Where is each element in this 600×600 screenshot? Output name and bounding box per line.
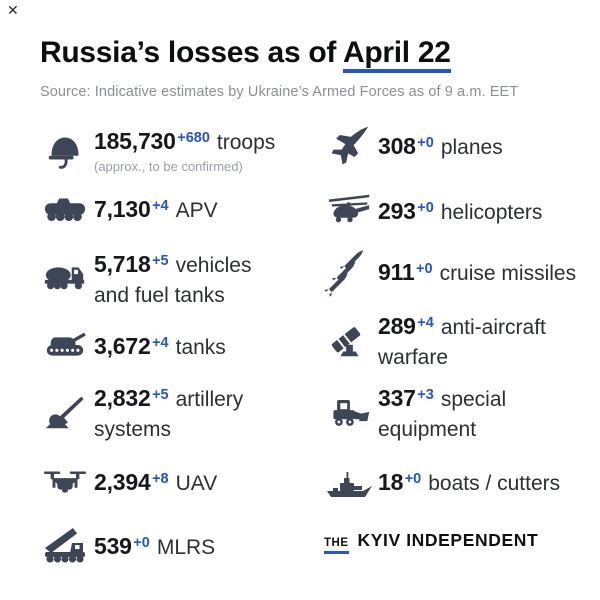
stat-delta: +0	[404, 471, 422, 487]
stat-delta: +0	[417, 200, 434, 216]
stat-label: UAV	[175, 472, 218, 495]
stat-value: 308	[378, 133, 416, 159]
stat-row-boats: 18 +0 boats / cutters	[320, 468, 560, 500]
title-text: Russia’s losses as of	[40, 36, 343, 69]
stat-row-cruise-missiles: 911 +0 cruise missiles	[320, 250, 577, 297]
fuel-truck-icon	[36, 263, 94, 291]
stat-delta: +5	[152, 387, 169, 403]
stat-label: anti-aircraft warfare	[378, 316, 546, 369]
stat-value: 2,832	[94, 385, 151, 411]
artillery-icon	[36, 396, 94, 429]
tank-icon	[36, 332, 94, 360]
stat-label: MLRS	[156, 536, 216, 559]
stat-value: 185,730	[94, 128, 176, 154]
apv-icon	[36, 195, 94, 223]
page-title: Russia’s losses as of April 22	[40, 36, 451, 73]
logo-the-text: THE	[324, 537, 349, 554]
stat-delta: +0	[417, 135, 434, 151]
stat-row-tanks: 3,672 +4 tanks	[36, 332, 226, 364]
cruise-missiles-icon	[320, 250, 378, 297]
close-icon[interactable]: ✕	[7, 2, 19, 18]
stat-label: planes	[440, 136, 503, 159]
stat-row-planes: 308 +0 planes	[320, 126, 503, 165]
anti-aircraft-icon	[320, 325, 378, 357]
stat-delta: +4	[152, 198, 169, 214]
stat-delta: +680	[177, 130, 210, 146]
stat-value: 2,394	[94, 469, 151, 495]
helicopter-icon	[320, 194, 378, 225]
stat-label: vehicles and fuel tanks	[94, 254, 252, 307]
title-date-underlined: April 22	[343, 36, 451, 73]
stat-row-troops: 185,730 +680 troops (approx., to be confir…	[36, 127, 275, 175]
stat-delta: +5	[152, 253, 169, 269]
stat-value: 911	[378, 259, 415, 285]
stat-row-special-equipment: 337 +3 special equipment	[320, 384, 506, 446]
stat-row-apv: 7,130 +4 APV	[36, 195, 218, 227]
stat-label: APV	[175, 199, 218, 222]
stat-delta: +4	[152, 335, 169, 351]
stat-row-uav: 2,394 +8 UAV	[36, 468, 217, 500]
stat-value: 539	[94, 533, 132, 559]
stat-label: troops	[216, 131, 276, 154]
stat-value: 18	[378, 469, 404, 495]
source-line: Source: Indicative estimates by Ukraine’…	[40, 84, 519, 100]
stat-row-artillery: 2,832 +5 artillery systems	[36, 384, 243, 446]
stat-label: boats / cutters	[428, 472, 561, 495]
stat-value: 289	[378, 313, 416, 339]
logo-name-text: KYIV INDEPENDENT	[357, 530, 539, 550]
stat-row-mlrs: 539 +0 MLRS	[36, 528, 216, 564]
stat-delta: +8	[152, 471, 169, 487]
uav-icon	[36, 468, 94, 496]
fighter-jet-icon	[320, 126, 378, 165]
stat-label: artillery systems	[94, 388, 244, 441]
special-equipment-icon	[320, 397, 378, 426]
stat-label: helicopters	[440, 201, 543, 224]
stat-value: 3,672	[94, 333, 151, 359]
stat-value: 7,130	[94, 196, 151, 222]
stat-label: special equipment	[378, 388, 507, 441]
stat-label: cruise missiles	[439, 262, 577, 285]
stat-delta: +0	[416, 261, 433, 277]
stat-label: tanks	[175, 336, 226, 359]
stat-value: 5,718	[94, 251, 151, 277]
stat-caption: (approx., to be confirmed)	[94, 159, 243, 174]
stat-value: 337	[378, 385, 416, 411]
kyiv-independent-logo: THE KYIV INDEPENDENT	[324, 530, 538, 554]
stat-delta: +3	[417, 387, 434, 403]
helmet-icon	[36, 135, 94, 169]
stat-row-anti-aircraft: 289 +4 anti-aircraft warfare	[320, 312, 546, 374]
stat-row-helicopters: 293 +0 helicopters	[320, 194, 543, 229]
stat-delta: +4	[417, 315, 434, 331]
stat-delta: +0	[133, 535, 150, 551]
stat-value: 293	[378, 198, 416, 224]
boat-icon	[320, 468, 378, 497]
stat-row-vehicles: 5,718 +5 vehicles and fuel tanks	[36, 250, 251, 312]
mlrs-icon	[36, 528, 94, 563]
